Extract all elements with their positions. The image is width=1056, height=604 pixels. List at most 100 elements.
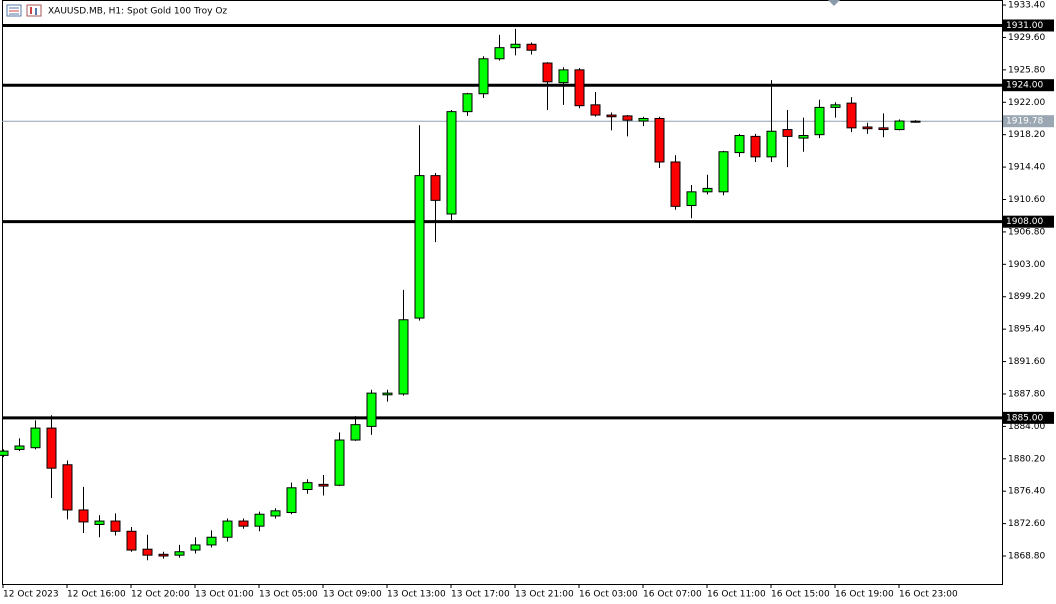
candle-body (894, 120, 905, 131)
y-tick-label: 1899.20 (1008, 292, 1045, 302)
y-tick-label: 1887.80 (1008, 389, 1045, 399)
price-axis-bg (1003, 0, 1056, 604)
level-tag (1003, 411, 1054, 424)
candle-body (414, 175, 425, 319)
level-tag (1003, 19, 1054, 32)
x-tick-label: 16 Oct 07:00 (643, 590, 702, 600)
y-tick-label: 1929.60 (1008, 33, 1045, 43)
candle-body (478, 58, 489, 95)
candle-body (430, 175, 441, 201)
candle-body (206, 536, 217, 546)
candle-body (190, 544, 201, 551)
candle-body (782, 129, 793, 137)
x-tick-label: 12 Oct 2023 (3, 590, 59, 600)
candle-body (606, 114, 617, 118)
candle-body (798, 135, 809, 139)
level-tag (1003, 79, 1054, 92)
y-tick-label: 1872.60 (1008, 519, 1045, 529)
x-tick-label: 13 Oct 13:00 (387, 590, 446, 600)
candle-body (622, 115, 633, 121)
y-tick-label: 1884.00 (1008, 422, 1045, 432)
candle-body (462, 93, 473, 113)
y-tick-label: 1895.40 (1008, 325, 1045, 335)
candle-body (158, 553, 169, 557)
x-tick-label: 16 Oct 23:00 (899, 590, 958, 600)
candle-body (382, 392, 393, 396)
candle-body (654, 117, 665, 163)
candle-body (590, 104, 601, 116)
candle-body (126, 530, 137, 551)
level-label: 1931.00 (1006, 21, 1043, 31)
candle-body (814, 106, 825, 136)
y-tick-label: 1922.00 (1008, 98, 1045, 108)
candle-body (766, 130, 777, 158)
x-tick-label: 16 Oct 11:00 (707, 590, 766, 600)
candle-body (366, 392, 377, 427)
candle-body (46, 427, 57, 469)
candle-body (734, 135, 745, 154)
level-label: 1885.00 (1006, 413, 1043, 423)
y-tick-label: 1880.20 (1008, 454, 1045, 464)
candle-body (542, 62, 553, 83)
candle-body (670, 161, 681, 207)
x-tick-label: 12 Oct 16:00 (67, 590, 126, 600)
candle-body (686, 191, 697, 206)
level-label: 1924.00 (1006, 81, 1043, 91)
candle-body (398, 319, 409, 395)
x-tick-label: 16 Oct 03:00 (579, 590, 638, 600)
candle-body (446, 111, 457, 215)
y-tick-label: 1933.40 (1008, 1, 1045, 11)
candle-body (14, 445, 25, 450)
chart-title: XAUUSD.MB, H1: Spot Gold 100 Troy Oz (48, 7, 227, 17)
y-tick-label: 1914.40 (1008, 163, 1045, 173)
candle-body (270, 510, 281, 517)
icon (26, 4, 42, 17)
candle-body (510, 43, 521, 49)
candle-body (302, 482, 313, 490)
x-tick-label: 16 Oct 15:00 (771, 590, 830, 600)
x-tick-label: 13 Oct 01:00 (195, 590, 254, 600)
y-tick-label: 1891.60 (1008, 357, 1045, 367)
candle-body (94, 520, 105, 525)
y-tick-label: 1925.80 (1008, 65, 1045, 75)
candle-body (494, 47, 505, 60)
candle-body (350, 424, 361, 441)
y-tick-label: 1918.20 (1008, 130, 1045, 140)
x-tick-label: 12 Oct 20:00 (131, 590, 190, 600)
candle-body (62, 464, 73, 511)
candle-body (142, 548, 153, 556)
candle-body (174, 551, 185, 556)
candle-body (910, 120, 921, 123)
x-tick-label: 13 Oct 09:00 (323, 590, 382, 600)
level-tag (1003, 215, 1054, 228)
symbol-icons (6, 4, 42, 17)
last-price-label: 1919.78 (1006, 117, 1043, 127)
y-tick-label: 1903.00 (1008, 260, 1045, 270)
candle-body (30, 427, 41, 449)
last-price-tag (1003, 115, 1054, 128)
y-tick-label: 1910.60 (1008, 195, 1045, 205)
candle-body (846, 102, 857, 129)
candle-body (574, 69, 585, 107)
candle-body (318, 483, 329, 487)
x-tick-label: 13 Oct 05:00 (259, 590, 318, 600)
candle-body (0, 450, 9, 456)
candle-body (526, 43, 537, 51)
candle-body (558, 69, 569, 84)
candle-body (862, 126, 873, 130)
candle-body (222, 520, 233, 538)
candle-body (78, 509, 89, 523)
candle-body (638, 117, 649, 122)
candle-body (110, 520, 121, 532)
candle-body (750, 135, 761, 158)
level-label: 1908.00 (1006, 217, 1043, 227)
candle-body (718, 151, 729, 193)
candle-body (830, 104, 841, 108)
candle-body (334, 439, 345, 486)
y-tick-label: 1868.80 (1008, 552, 1045, 562)
y-tick-label: 1876.40 (1008, 487, 1045, 497)
scroll-marker (828, 0, 840, 6)
